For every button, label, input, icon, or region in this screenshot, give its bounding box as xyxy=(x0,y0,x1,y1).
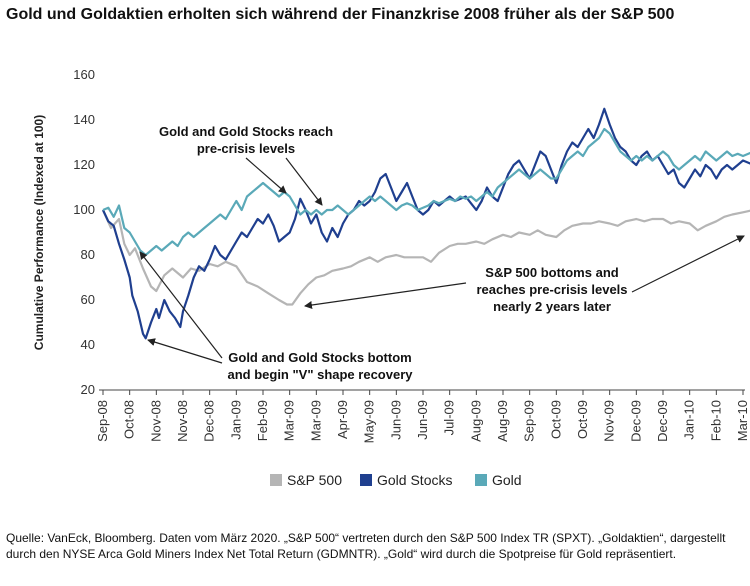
x-tick-label: Feb-10 xyxy=(708,400,723,441)
annotation-arrow xyxy=(147,338,223,364)
annotation-arrow xyxy=(285,157,323,206)
annotation-line: pre-crisis levels xyxy=(197,141,295,156)
x-tick-label: Jun-09 xyxy=(415,400,430,440)
y-axis: 20 40 60 80 100 120 140 160 Cumulative Performan… xyxy=(32,67,95,397)
annotation-layer: Gold and Gold Stocks reach pre-crisis lev… xyxy=(139,124,745,382)
x-tick-label: May-09 xyxy=(362,400,377,443)
x-tick-label: Oct-09 xyxy=(575,400,590,439)
y-tick-label: 120 xyxy=(73,157,95,172)
x-tick-label: Aug-09 xyxy=(495,400,510,442)
x-tick-label: Jan-09 xyxy=(228,400,243,440)
x-tick-label: Sep-09 xyxy=(522,400,537,442)
y-tick-label: 140 xyxy=(73,112,95,127)
annotation-line: reaches pre-crisis levels xyxy=(476,282,627,297)
x-tick-label: Mar-10 xyxy=(735,400,750,441)
legend-label: Gold xyxy=(492,472,522,488)
legend-label: S&P 500 xyxy=(287,472,342,488)
annotation-line: Gold and Gold Stocks bottom xyxy=(228,350,411,365)
annotation-text: Gold and Gold Stocks bottom and begin "V"… xyxy=(227,350,413,382)
x-tick-label: Sep-08 xyxy=(95,400,110,442)
series-line-gold xyxy=(102,127,750,257)
annotation-line: S&P 500 bottoms and xyxy=(485,265,618,280)
x-tick-label: Jul-09 xyxy=(442,400,457,435)
x-tick-label: Nov-08 xyxy=(175,400,190,442)
y-tick-label: 100 xyxy=(73,202,95,217)
series-layer xyxy=(101,107,750,340)
legend-swatch xyxy=(270,474,282,486)
x-tick-label: Mar-09 xyxy=(282,400,297,441)
legend: S&P 500 Gold Stocks Gold xyxy=(270,472,522,488)
y-tick-label: 80 xyxy=(81,247,95,262)
page-title: Gold und Goldaktien erholten sich währen… xyxy=(6,6,675,23)
x-tick-label: Mar-09 xyxy=(308,400,323,441)
y-tick-label: 160 xyxy=(73,67,95,82)
series-line-gold-stocks xyxy=(102,107,750,340)
x-tick-label: Oct-09 xyxy=(548,400,563,439)
annotation-line: nearly 2 years later xyxy=(493,299,611,314)
annotation-arrow xyxy=(631,235,745,293)
y-axis-label: Cumulative Performance (Indexed at 100) xyxy=(32,115,46,350)
y-tick-label: 20 xyxy=(81,382,95,397)
x-tick-label: Aug-09 xyxy=(468,400,483,442)
annotation-arrow xyxy=(139,251,223,359)
legend-swatch xyxy=(475,474,487,486)
x-tick-label: Apr-09 xyxy=(335,400,350,439)
line-chart: 20 40 60 80 100 120 140 160 Cumulative Performan… xyxy=(32,67,750,488)
legend-label: Gold Stocks xyxy=(377,472,452,488)
x-tick-label: Jun-09 xyxy=(388,400,403,440)
y-tick-label: 60 xyxy=(81,292,95,307)
annotation-arrow xyxy=(304,282,467,309)
y-tick-label: 40 xyxy=(81,337,95,352)
x-tick-label: Dec-08 xyxy=(202,400,217,442)
annotation-line: Gold and Gold Stocks reach xyxy=(159,124,333,139)
x-tick-label: Dec-09 xyxy=(655,400,670,442)
annotation-line: and begin "V" shape recovery xyxy=(227,367,413,382)
annotation-arrow xyxy=(245,157,287,194)
x-tick-label: Feb-09 xyxy=(255,400,270,441)
annotation-text: S&P 500 bottoms and reaches pre-crisis le… xyxy=(476,265,627,314)
x-axis: Sep-08 Oct-08 Nov-08 Nov-08 Dec-08 Jan-09 Feb-… xyxy=(95,389,750,443)
x-tick-label: Jan-10 xyxy=(682,400,697,440)
annotation-text: Gold and Gold Stocks reach pre-crisis lev… xyxy=(159,124,333,156)
x-tick-label: Oct-08 xyxy=(122,400,137,439)
source-note: Quelle: VanEck, Bloomberg. Daten vom Mär… xyxy=(6,531,726,561)
legend-swatch xyxy=(360,474,372,486)
x-tick-label: Nov-08 xyxy=(148,400,163,442)
x-tick-label: Nov-09 xyxy=(602,400,617,442)
x-tick-label: Dec-09 xyxy=(628,400,643,442)
series-line-s-p-500 xyxy=(101,209,750,306)
